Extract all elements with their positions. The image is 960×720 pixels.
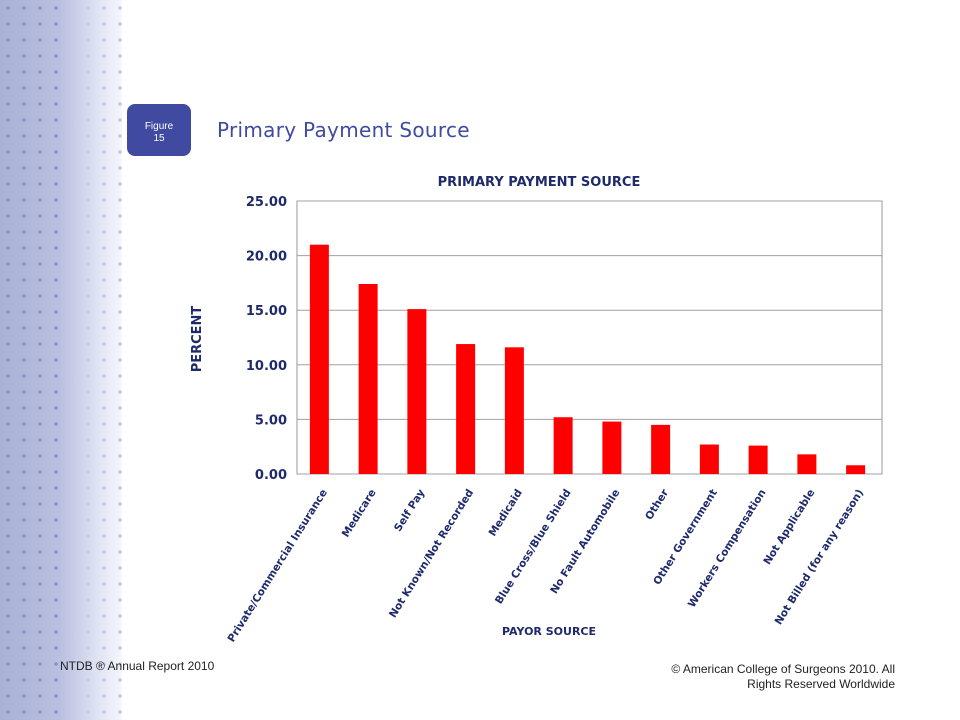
bar bbox=[553, 417, 573, 474]
y-tick-label: 10.00 bbox=[246, 359, 287, 374]
x-axis-label: PAYOR SOURCE bbox=[502, 625, 596, 638]
slide-title: Primary Payment Source bbox=[217, 118, 470, 142]
x-tick-labels: Private/Commercial Insurance Medicare Self… bbox=[225, 487, 866, 645]
figure-badge: Figure 15 bbox=[127, 104, 191, 156]
bar bbox=[358, 283, 378, 474]
bar bbox=[407, 309, 427, 474]
bar bbox=[309, 244, 329, 474]
plot-frame bbox=[296, 200, 883, 475]
chart-container: PRIMARY PAYMENT SOURCE PERCENT PAYOR SOU… bbox=[177, 157, 892, 652]
left-decorative-band bbox=[0, 0, 122, 720]
bar bbox=[748, 445, 768, 474]
y-tick-label: 25.00 bbox=[246, 195, 287, 210]
x-tick-label: Not Billed (for any reason) bbox=[773, 487, 867, 627]
y-tick-label: 0.00 bbox=[255, 468, 287, 483]
footer-copyright: © American College of Surgeons 2010. All… bbox=[640, 662, 895, 692]
footer-copyright-line2: Rights Reserved Worldwide bbox=[747, 677, 895, 691]
dot-pattern bbox=[6, 6, 122, 714]
y-tick-labels: 0.00 5.00 10.00 15.00 20.00 25.00 bbox=[246, 195, 287, 483]
y-tick-label: 15.00 bbox=[246, 304, 287, 319]
bar bbox=[602, 421, 622, 474]
x-tick-label: Medicare bbox=[340, 487, 379, 539]
y-axis-label: PERCENT bbox=[190, 306, 205, 373]
figure-badge-number: 15 bbox=[153, 133, 165, 144]
bar bbox=[651, 424, 671, 474]
bar bbox=[456, 344, 476, 474]
y-tick-label: 20.00 bbox=[246, 250, 287, 265]
gridlines bbox=[296, 200, 883, 475]
x-tick-label: Not Known/Not Recorded bbox=[387, 487, 476, 620]
footer-report-name: NTDB ® Annual Report 2010 bbox=[60, 659, 215, 673]
bars bbox=[309, 244, 866, 474]
bar-chart: PRIMARY PAYMENT SOURCE PERCENT PAYOR SOU… bbox=[190, 175, 883, 645]
x-tick-label: Medicaid bbox=[487, 487, 525, 538]
figure-badge-label: Figure bbox=[144, 121, 174, 132]
footer-copyright-line1: © American College of Surgeons 2010. All bbox=[671, 662, 895, 676]
bar bbox=[846, 465, 866, 474]
y-tick-label: 5.00 bbox=[255, 413, 287, 428]
x-tick-label: Not Applicable bbox=[761, 487, 817, 567]
x-tick-label: Private/Commercial Insurance bbox=[225, 487, 329, 644]
x-tick-label: Self Pay bbox=[392, 487, 427, 534]
bar bbox=[797, 454, 817, 474]
bar bbox=[699, 444, 719, 474]
bar bbox=[504, 347, 524, 474]
x-tick-label: Other bbox=[643, 487, 671, 523]
chart-title: PRIMARY PAYMENT SOURCE bbox=[438, 175, 641, 190]
